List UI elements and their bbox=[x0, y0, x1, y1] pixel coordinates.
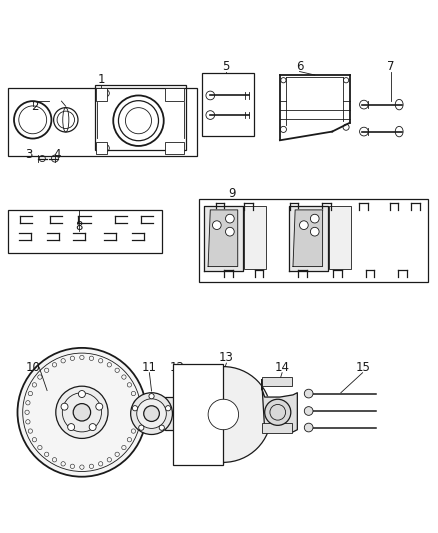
Bar bbox=[96, 88, 107, 101]
Polygon shape bbox=[208, 210, 238, 266]
Circle shape bbox=[311, 214, 319, 223]
Bar bbox=[244, 206, 266, 269]
Text: 14: 14 bbox=[275, 361, 290, 374]
Circle shape bbox=[131, 393, 173, 434]
Bar bbox=[202, 73, 254, 136]
Circle shape bbox=[212, 221, 221, 230]
Circle shape bbox=[304, 423, 313, 432]
Polygon shape bbox=[289, 206, 328, 271]
Text: 10: 10 bbox=[25, 361, 40, 374]
Bar bbox=[166, 397, 187, 430]
Bar bbox=[261, 423, 292, 433]
Circle shape bbox=[149, 393, 154, 399]
Circle shape bbox=[18, 348, 146, 477]
Circle shape bbox=[208, 399, 239, 430]
Bar bbox=[96, 142, 107, 154]
Text: 4: 4 bbox=[53, 148, 61, 161]
Bar bbox=[328, 206, 351, 269]
Circle shape bbox=[226, 214, 234, 223]
Circle shape bbox=[304, 389, 313, 398]
Text: 15: 15 bbox=[355, 361, 370, 374]
Bar bbox=[199, 199, 428, 282]
Bar bbox=[165, 88, 184, 101]
Text: 13: 13 bbox=[219, 351, 234, 365]
Text: 8: 8 bbox=[75, 220, 82, 232]
Circle shape bbox=[61, 403, 68, 410]
Circle shape bbox=[304, 407, 313, 415]
Polygon shape bbox=[204, 206, 243, 271]
Bar bbox=[173, 365, 223, 465]
Circle shape bbox=[176, 367, 271, 462]
Circle shape bbox=[311, 228, 319, 236]
Circle shape bbox=[159, 425, 164, 430]
Circle shape bbox=[166, 406, 171, 411]
Bar bbox=[95, 85, 186, 150]
Circle shape bbox=[137, 399, 166, 429]
Circle shape bbox=[73, 403, 91, 421]
Circle shape bbox=[96, 403, 103, 410]
Circle shape bbox=[113, 95, 164, 146]
Polygon shape bbox=[293, 210, 322, 266]
Text: 5: 5 bbox=[222, 60, 230, 73]
Circle shape bbox=[300, 221, 308, 230]
Circle shape bbox=[139, 425, 144, 430]
Text: 3: 3 bbox=[25, 148, 32, 161]
Circle shape bbox=[78, 391, 85, 398]
Text: 12: 12 bbox=[170, 361, 185, 374]
Circle shape bbox=[144, 406, 159, 422]
Circle shape bbox=[132, 406, 138, 411]
Circle shape bbox=[265, 399, 291, 425]
Circle shape bbox=[68, 424, 74, 431]
Polygon shape bbox=[261, 379, 297, 432]
Bar bbox=[8, 88, 197, 156]
Text: 7: 7 bbox=[387, 60, 395, 73]
Text: 6: 6 bbox=[296, 60, 303, 73]
Bar bbox=[261, 377, 292, 386]
Text: 1: 1 bbox=[98, 73, 105, 86]
Circle shape bbox=[89, 424, 96, 431]
Bar bbox=[8, 210, 162, 254]
Text: 2: 2 bbox=[32, 100, 39, 113]
Text: 11: 11 bbox=[142, 361, 157, 374]
Circle shape bbox=[56, 386, 108, 439]
Circle shape bbox=[226, 228, 234, 236]
Text: 9: 9 bbox=[228, 187, 236, 200]
Bar bbox=[165, 142, 184, 154]
